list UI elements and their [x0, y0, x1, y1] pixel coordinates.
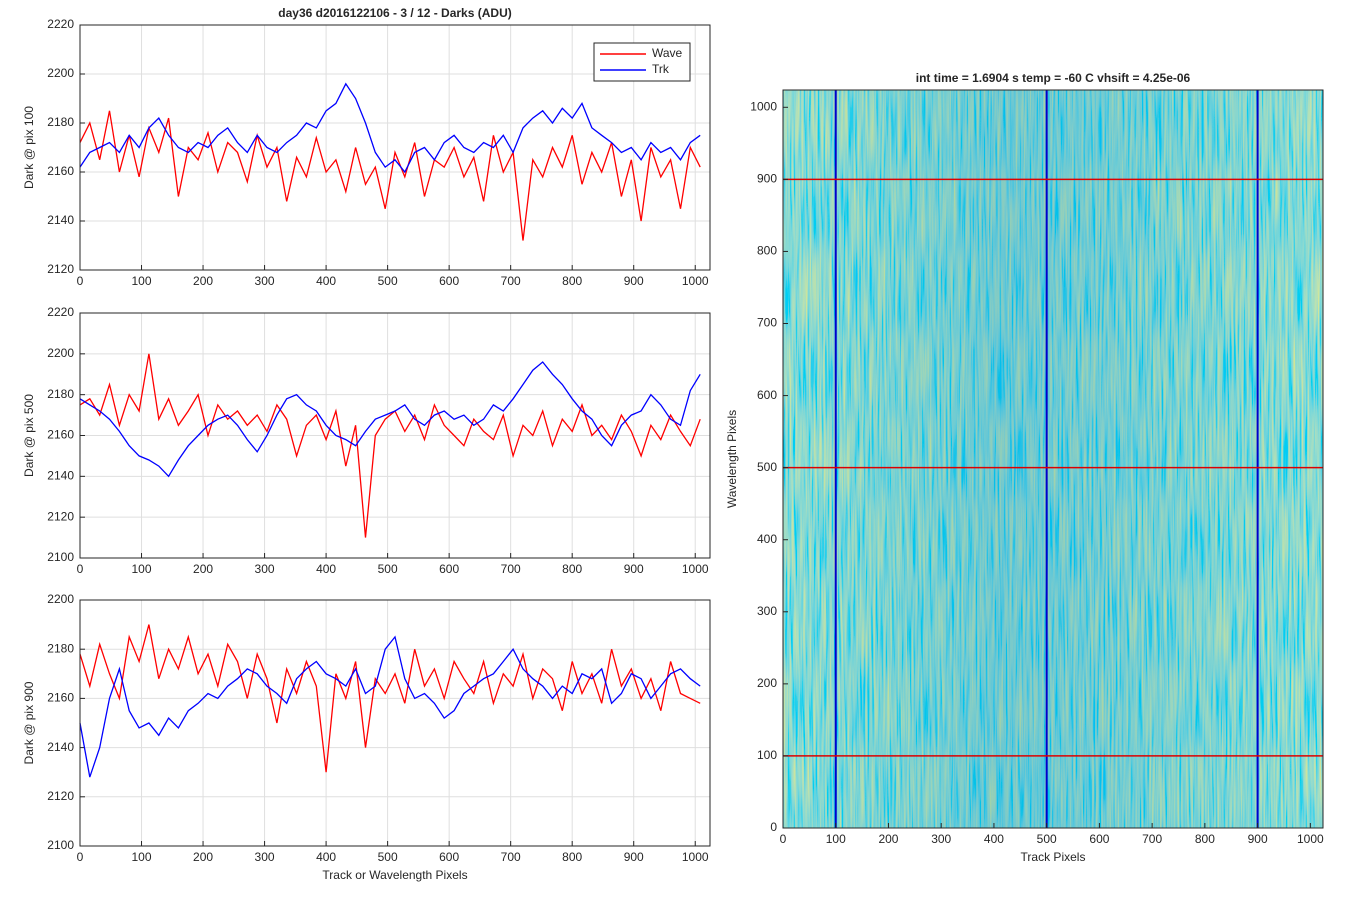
y-tick-label: 2200 [47, 346, 74, 360]
y-tick-label: 2160 [47, 428, 74, 442]
series-line [79, 361, 701, 478]
x-tick-label: 100 [826, 832, 846, 846]
y-axis-label: Dark @ pix 100 [22, 106, 36, 189]
x-tick-label: 200 [193, 562, 213, 576]
y-axis-label: Dark @ pix 900 [22, 681, 36, 764]
x-tick-label: 200 [193, 850, 213, 864]
y-axis-label: Wavelength Pixels [725, 410, 739, 508]
chart-title: int time = 1.6904 s temp = -60 C vhsift … [916, 71, 1191, 85]
x-tick-label: 300 [255, 850, 275, 864]
y-tick-label: 2160 [47, 691, 74, 705]
series-line [79, 82, 701, 174]
y-axis-label: Dark @ pix 500 [22, 394, 36, 477]
x-tick-label: 100 [132, 850, 152, 864]
x-axis-label: Track Pixels [1021, 850, 1086, 864]
axes-frame [79, 312, 711, 559]
y-tick-label: 2100 [47, 550, 74, 564]
x-tick-label: 1000 [682, 274, 709, 288]
x-tick-label: 800 [562, 562, 582, 576]
y-tick-label: 900 [757, 172, 777, 186]
y-tick-label: 300 [757, 604, 777, 618]
x-tick-label: 600 [439, 850, 459, 864]
y-tick-label: 2220 [47, 17, 74, 31]
x-tick-label: 900 [624, 850, 644, 864]
x-tick-label: 0 [780, 832, 787, 846]
x-tick-label: 500 [378, 850, 398, 864]
x-axis-label: Track or Wavelength Pixels [322, 868, 467, 882]
x-tick-label: 400 [316, 274, 336, 288]
y-tick-label: 2120 [47, 509, 74, 523]
x-tick-label: 100 [132, 274, 152, 288]
y-tick-label: 500 [757, 460, 777, 474]
axes-frame [79, 599, 711, 847]
x-tick-label: 900 [624, 562, 644, 576]
x-tick-label: 500 [378, 274, 398, 288]
x-tick-label: 300 [255, 562, 275, 576]
y-tick-label: 2180 [47, 387, 74, 401]
legend-box [593, 42, 691, 82]
y-tick-label: 2180 [47, 641, 74, 655]
x-tick-label: 300 [255, 274, 275, 288]
x-tick-label: 200 [878, 832, 898, 846]
x-tick-label: 900 [1248, 832, 1268, 846]
y-tick-label: 2200 [47, 592, 74, 606]
plot-area [80, 600, 710, 846]
y-tick-label: 2120 [47, 262, 74, 276]
x-tick-label: 100 [132, 562, 152, 576]
x-tick-label: 800 [562, 274, 582, 288]
x-tick-label: 900 [624, 274, 644, 288]
x-tick-label: 400 [316, 562, 336, 576]
y-tick-label: 2120 [47, 789, 74, 803]
x-tick-label: 700 [501, 274, 521, 288]
x-tick-label: 1000 [682, 562, 709, 576]
series-line [79, 110, 701, 241]
x-tick-label: 1000 [1297, 832, 1324, 846]
series-line [79, 624, 701, 773]
legend-label: Wave [652, 46, 683, 60]
x-tick-label: 700 [501, 562, 521, 576]
y-tick-label: 2160 [47, 164, 74, 178]
y-tick-label: 700 [757, 316, 777, 330]
y-tick-label: 400 [757, 532, 777, 546]
axes-frame [782, 89, 1324, 829]
x-tick-label: 0 [77, 850, 84, 864]
y-tick-label: 2140 [47, 469, 74, 483]
y-tick-label: 0 [770, 820, 777, 834]
x-tick-label: 600 [1089, 832, 1109, 846]
x-tick-label: 800 [1195, 832, 1215, 846]
x-tick-label: 700 [501, 850, 521, 864]
y-tick-label: 2100 [47, 838, 74, 852]
x-tick-label: 200 [193, 274, 213, 288]
x-tick-label: 0 [77, 562, 84, 576]
x-tick-label: 500 [378, 562, 398, 576]
y-tick-label: 200 [757, 676, 777, 690]
y-tick-label: 2140 [47, 740, 74, 754]
x-tick-label: 1000 [682, 850, 709, 864]
legend-label: Trk [652, 62, 670, 76]
x-tick-label: 800 [562, 850, 582, 864]
series-line [79, 635, 701, 778]
y-tick-label: 2140 [47, 213, 74, 227]
y-tick-label: 1000 [750, 99, 777, 113]
y-tick-label: 800 [757, 244, 777, 258]
heatmap-shade [783, 90, 1323, 828]
chart-title: day36 d2016122106 - 3 / 12 - Darks (ADU) [278, 6, 511, 20]
x-tick-label: 700 [1142, 832, 1162, 846]
axes-frame [79, 24, 711, 271]
x-tick-label: 300 [931, 832, 951, 846]
x-tick-label: 600 [439, 562, 459, 576]
y-tick-label: 2200 [47, 66, 74, 80]
x-tick-label: 600 [439, 274, 459, 288]
x-tick-label: 400 [984, 832, 1004, 846]
x-tick-label: 500 [1037, 832, 1057, 846]
y-tick-label: 2220 [47, 305, 74, 319]
y-tick-label: 2180 [47, 115, 74, 129]
y-tick-label: 100 [757, 748, 777, 762]
x-tick-label: 400 [316, 850, 336, 864]
y-tick-label: 600 [757, 388, 777, 402]
series-line [79, 353, 701, 538]
x-tick-label: 0 [77, 274, 84, 288]
